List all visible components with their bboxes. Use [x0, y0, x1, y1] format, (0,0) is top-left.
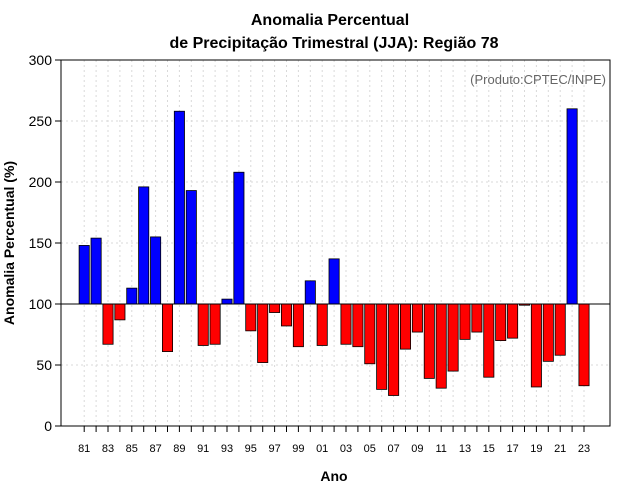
bar-1989 [173, 110, 185, 305]
x-tick-label: 07 [387, 443, 399, 455]
x-tick-label: 15 [483, 443, 495, 455]
bar-1990 [185, 190, 197, 305]
bar-2021 [554, 303, 566, 356]
x-tick-label: 99 [292, 443, 304, 455]
y-axis: 0 50 100 150 200 250 300 [29, 52, 61, 434]
bar-2013 [459, 303, 471, 340]
x-axis: 81 83 85 87 89 91 93 95 97 99 01 03 05 07 09 11 13 15 17 19… [78, 426, 590, 455]
bar-2004 [352, 303, 364, 348]
x-tick-label: 91 [197, 443, 209, 455]
bar-1994 [233, 171, 245, 305]
x-tick-label: 85 [126, 443, 138, 455]
bar-1985 [126, 287, 138, 305]
x-tick-label: 21 [554, 443, 566, 455]
bar-1981 [78, 245, 90, 305]
x-tick-label: 95 [245, 443, 257, 455]
y-axis-label: Anomalia Percentual (%) [1, 161, 17, 325]
bar-1987 [150, 236, 162, 305]
bar-2001 [316, 303, 328, 346]
y-tick-label: 0 [44, 418, 52, 434]
bar-2015 [483, 303, 495, 378]
bar-2008 [399, 303, 411, 350]
bar-1984 [114, 303, 126, 321]
bar-2002 [328, 258, 340, 305]
x-tick-label: 19 [530, 443, 542, 455]
chart-title-line1: Anomalia Percentual [251, 12, 409, 29]
bar-2006 [376, 303, 388, 390]
y-tick-label: 50 [36, 357, 52, 373]
bar-1983 [102, 303, 114, 345]
bar-1986 [138, 186, 150, 305]
x-tick-label: 89 [173, 443, 185, 455]
credit-label: (Produto:CPTEC/INPE) [470, 72, 606, 87]
bar-2003 [340, 303, 352, 345]
bar-1996 [257, 303, 269, 363]
x-tick-label: 97 [268, 443, 280, 455]
bar-1998 [280, 303, 292, 327]
bar-1992 [209, 303, 221, 345]
bar-2016 [495, 303, 507, 341]
bar-2014 [471, 303, 483, 333]
bar-1997 [269, 303, 281, 313]
bar-1999 [292, 303, 304, 348]
bar-2010 [423, 303, 435, 379]
y-tick-label: 100 [29, 296, 53, 312]
x-tick-label: 13 [459, 443, 471, 455]
bar-1995 [245, 303, 257, 332]
bars [78, 108, 590, 396]
x-tick-label: 05 [364, 443, 376, 455]
x-tick-label: 01 [316, 443, 328, 455]
bar-2005 [364, 303, 376, 365]
x-tick-label: 11 [435, 443, 446, 455]
x-tick-label: 03 [340, 443, 352, 455]
bar-1988 [161, 303, 173, 352]
x-tick-label: 23 [578, 443, 590, 455]
y-tick-label: 300 [29, 52, 53, 68]
chart-title-line2: de Precipitação Trimestral (JJA): Região… [169, 35, 498, 52]
x-tick-label: 81 [78, 443, 90, 455]
bar-2007 [388, 303, 400, 396]
y-tick-label: 150 [29, 235, 53, 251]
bar-2017 [507, 303, 519, 339]
bar-2020 [542, 303, 554, 362]
x-tick-label: 83 [102, 443, 114, 455]
bar-1991 [197, 303, 209, 346]
bar-2009 [411, 303, 423, 333]
bar-2019 [530, 303, 542, 388]
x-tick-label: 09 [411, 443, 423, 455]
x-tick-label: 17 [506, 443, 518, 455]
bar-2012 [447, 303, 459, 372]
bar-1982 [90, 237, 102, 305]
bar-2000 [304, 280, 316, 305]
bar-1993 [221, 298, 233, 305]
bar-2022 [566, 108, 578, 305]
bar-2011 [435, 303, 447, 389]
bar-2023 [578, 303, 590, 387]
x-tick-label: 93 [221, 443, 233, 455]
x-axis-label: Ano [320, 468, 347, 484]
y-tick-label: 200 [29, 174, 53, 190]
x-tick-label: 87 [149, 443, 161, 455]
y-tick-label: 250 [29, 113, 53, 129]
